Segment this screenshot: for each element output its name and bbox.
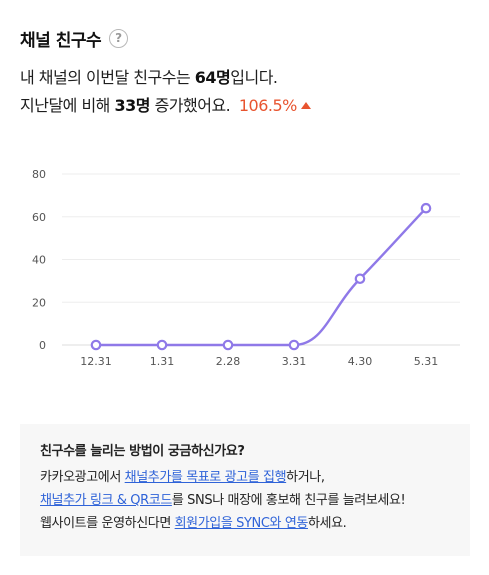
series-line [96, 207, 427, 347]
tip-row-ads: 카카오광고에서 채널추가를 목표로 광고를 집행하거나, [40, 466, 470, 489]
increase-percent: 106.5% [238, 96, 298, 115]
channel-link-qr-link[interactable]: 채널추가 링크 & QR코드 [40, 493, 172, 508]
help-icon[interactable]: ? [109, 29, 129, 48]
x-tick-label: 5.31 [414, 355, 439, 368]
summary-current-prefix: 내 채널의 이번달 친구수는 [20, 68, 195, 87]
tips-title: 친구수를 늘리는 방법이 궁금하신가요? [40, 444, 245, 459]
tip-row-sync: 웹사이트를 운영하신다면 회원가입을 SYNC와 연동하세요. [40, 512, 470, 535]
tip-row-ads-before: 카카오광고에서 [40, 470, 125, 485]
tip-row-sync-after: 하세요. [307, 516, 347, 531]
y-tick-label: 80 [32, 168, 46, 181]
summary-line-current: 내 채널의 이번달 친구수는 64명입니다. [20, 64, 311, 92]
data-point-1.31 [156, 339, 168, 351]
ad-campaign-link[interactable]: 채널추가를 목표로 광고를 집행 [124, 470, 287, 485]
y-tick-label: 0 [39, 339, 46, 352]
data-point-4.30 [354, 273, 366, 285]
tip-row-qr: 채널추가 링크 & QR코드를 SNS나 매장에 홍보해 친구를 늘려보세요! [40, 489, 470, 512]
y-tick-label: 20 [32, 296, 46, 309]
summary-current-suffix: 입니다. [230, 68, 278, 87]
section-header: 채널 친구수 ? [20, 26, 129, 51]
y-tick-label: 60 [32, 211, 46, 224]
data-point-2.28 [222, 339, 234, 351]
sync-signup-link[interactable]: 회원가입을 SYNC와 연동 [174, 516, 309, 531]
x-tick-label: 1.31 [150, 355, 175, 368]
summary-change-prefix: 지난달에 비해 [20, 96, 115, 115]
x-tick-label: 4.30 [348, 355, 373, 368]
growth-tips-box: 친구수를 늘리는 방법이 궁금하신가요? 카카오광고에서 채널추가를 목표로 광… [20, 424, 470, 556]
summary-line-change: 지난달에 비해 33명 증가했어요. 106.5% [20, 92, 311, 120]
friend-diff: 33명 [114, 96, 151, 115]
y-tick-label: 40 [32, 254, 46, 267]
chart-svg: 80 60 40 20 0 12.31 1.31 2.28 3.31 4.30 5.31 [32, 168, 460, 368]
tip-row-sync-before: 웹사이트를 운영하신다면 [40, 516, 175, 531]
tip-row-qr-after: 를 SNS나 매장에 홍보해 친구를 늘려보세요! [171, 493, 406, 508]
data-point-3.31 [288, 339, 300, 351]
friend-count: 64명 [194, 68, 231, 87]
data-point-12.31 [90, 339, 102, 351]
friend-trend-chart: 80 60 40 20 0 12.31 1.31 2.28 3.31 4.30 5.31 [0, 150, 489, 390]
arrow-up-icon [300, 102, 311, 109]
data-point-5.31 [420, 202, 432, 214]
summary-change-middle: 증가했어요. [150, 96, 235, 115]
x-tick-label: 2.28 [216, 355, 241, 368]
x-tick-label: 12.31 [80, 355, 112, 368]
tip-row-ads-after: 하거나, [286, 470, 325, 485]
friend-summary: 내 채널의 이번달 친구수는 64명입니다. 지난달에 비해 33명 증가했어요… [20, 64, 311, 120]
x-tick-label: 3.31 [282, 355, 307, 368]
page-title: 채널 친구수 [20, 31, 102, 51]
